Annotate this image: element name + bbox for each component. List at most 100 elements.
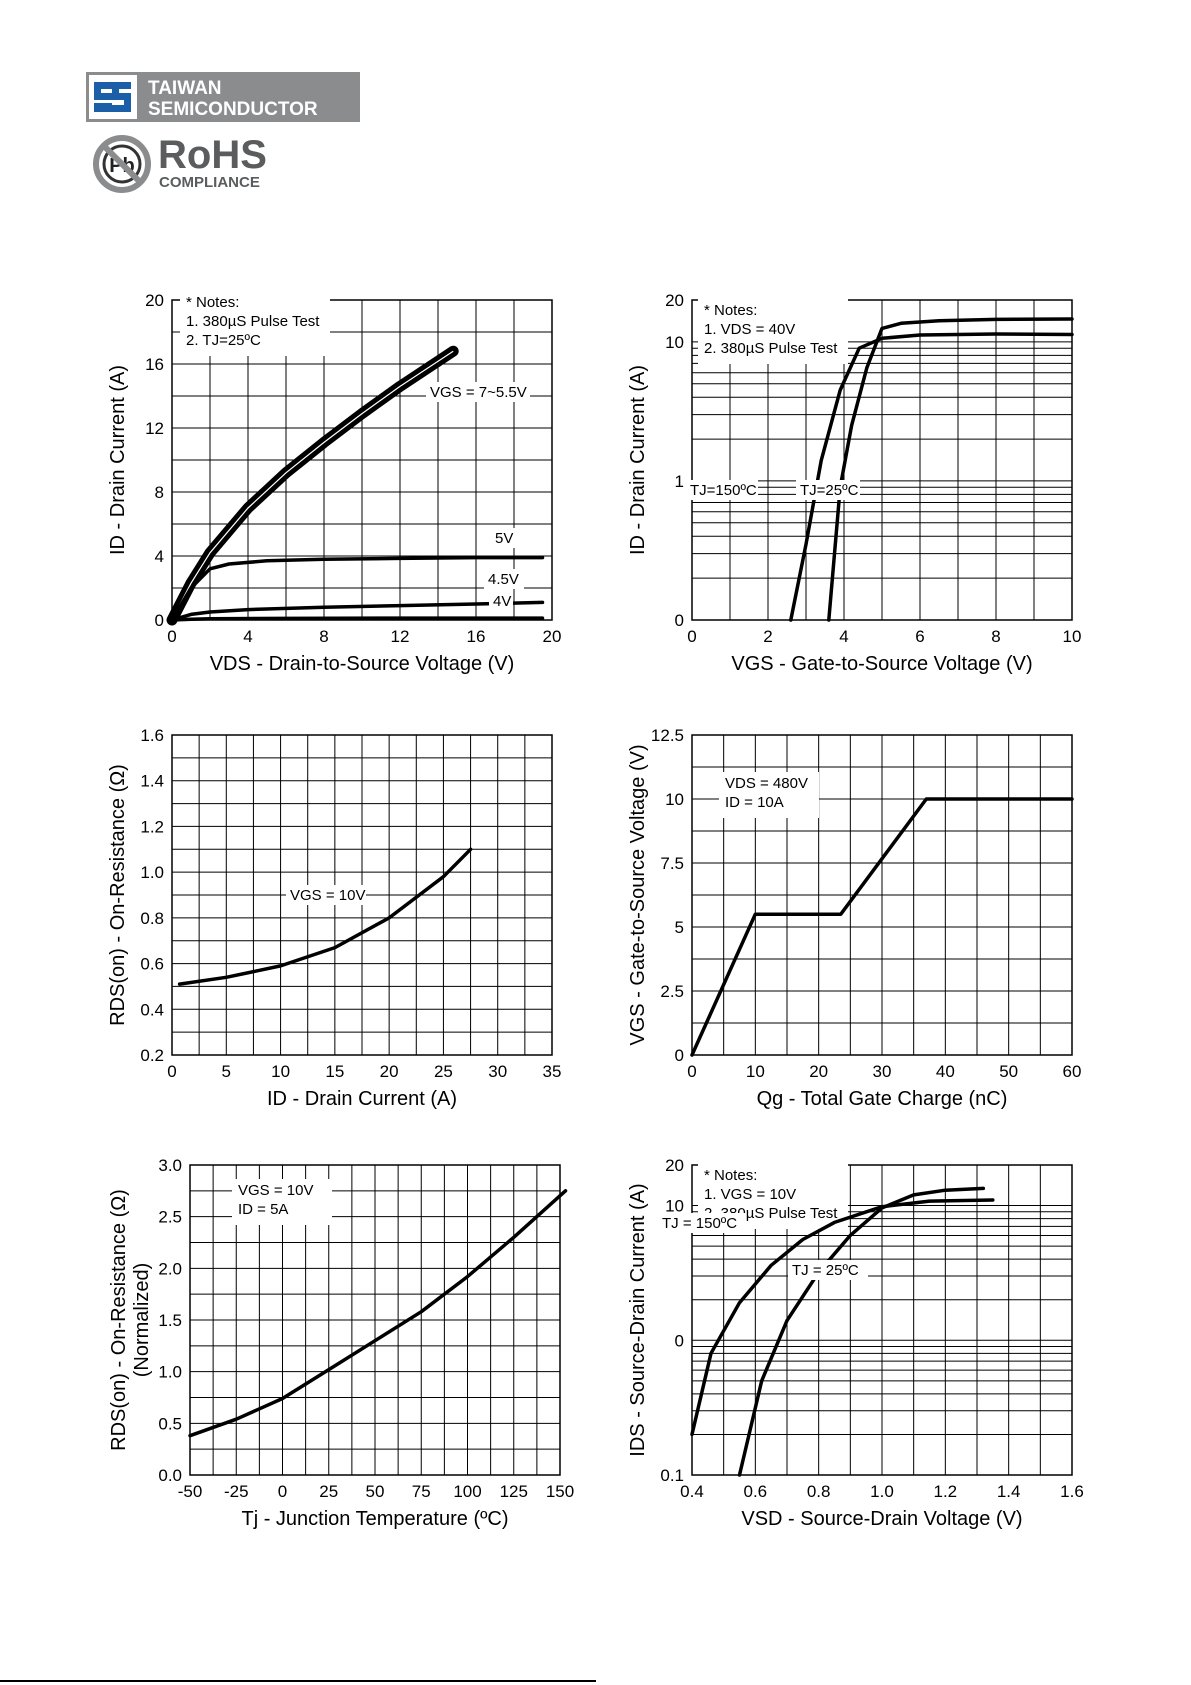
x-axis-label: VDS - Drain-to-Source Voltage (V) bbox=[210, 653, 515, 675]
x-tick-label: 1.2 bbox=[934, 1482, 958, 1501]
y-tick-label: 0.1 bbox=[660, 1466, 684, 1485]
note-text: ID = 10A bbox=[725, 794, 784, 811]
series-line: TJ=25ºC bbox=[796, 317, 1074, 622]
y-tick-label: 20 bbox=[145, 291, 164, 310]
x-tick-label: 125 bbox=[500, 1482, 528, 1501]
y-tick-label: 0.8 bbox=[140, 909, 164, 928]
x-tick-label: 2 bbox=[763, 627, 772, 646]
x-axis: 0 10 20 30 40 50 60 bbox=[687, 1062, 1081, 1081]
chart-source-drain-diode: 0.4 0.6 0.8 1.0 1.2 1.4 1.6 0.1 0 10 20 VSD - Sourc… bbox=[627, 1156, 1084, 1530]
series-label-bg bbox=[286, 885, 366, 905]
y-axis-label-2: (Normalized) bbox=[131, 1263, 153, 1377]
series-label: VGS = 10V bbox=[290, 887, 365, 904]
series-label: TJ = 25ºC bbox=[792, 1262, 859, 1279]
series-label: TJ=150ºC bbox=[690, 482, 757, 499]
series-label: 4.5V bbox=[488, 571, 519, 588]
chart-gate-charge: 0 10 20 30 40 50 60 0 2.5 5 7.5 10 12.5 Qg - Total Ga… bbox=[627, 726, 1081, 1110]
x-tick-label: 10 bbox=[1063, 627, 1082, 646]
chart-on-resistance-vs-current: 0 5 10 15 20 25 30 35 0.2 0.4 0.6 0.8 1.0 1.2 1.4 1.6 ID… bbox=[107, 726, 561, 1110]
y-tick-label: 0 bbox=[155, 611, 164, 630]
x-tick-label: 0.8 bbox=[807, 1482, 831, 1501]
series-line bbox=[188, 1189, 568, 1438]
plot-frame bbox=[171, 734, 553, 1056]
series-path bbox=[827, 317, 1074, 622]
series-line: 5V bbox=[170, 528, 545, 622]
x-axis-label: ID - Drain Current (A) bbox=[267, 1088, 457, 1110]
x-tick-label: 20 bbox=[809, 1062, 828, 1081]
x-tick-label: 1.4 bbox=[997, 1482, 1021, 1501]
x-tick-label: 4 bbox=[243, 627, 252, 646]
series-path bbox=[789, 332, 1074, 622]
y-tick-label: 20 bbox=[665, 291, 684, 310]
notes-box: * Notes: 1. 380µS Pulse Test 2. TJ=25ºC bbox=[180, 291, 330, 356]
series-label-bg bbox=[426, 382, 530, 402]
series-line bbox=[690, 797, 1074, 1057]
note-text: 1. 380µS Pulse Test bbox=[186, 313, 320, 330]
y-axis-label: ID - Drain Current (A) bbox=[627, 365, 649, 555]
y-tick-label: 1 bbox=[675, 472, 684, 491]
x-tick-label: 4 bbox=[839, 627, 848, 646]
x-tick-label: 40 bbox=[936, 1062, 955, 1081]
rohs-badge: Pb RoHS COMPLIANCE bbox=[93, 133, 267, 193]
x-tick-label: 100 bbox=[453, 1482, 481, 1501]
series-label-bg bbox=[788, 1260, 868, 1280]
series-path bbox=[690, 1198, 995, 1437]
plot-frame bbox=[691, 734, 1073, 1056]
y-tick-label: 0 bbox=[675, 611, 684, 630]
y-axis: 0 1 10 20 bbox=[665, 291, 684, 630]
series-path bbox=[737, 1186, 986, 1477]
note-text: 2. TJ=25ºC bbox=[186, 332, 261, 349]
y-tick-label: 1.2 bbox=[140, 817, 164, 836]
x-tick-label: 30 bbox=[873, 1062, 892, 1081]
y-tick-label: 16 bbox=[145, 355, 164, 374]
x-tick-label: 1.0 bbox=[870, 1482, 894, 1501]
y-tick-label: 1.0 bbox=[140, 863, 164, 882]
y-tick-label: 0.5 bbox=[158, 1414, 182, 1433]
series-label: 4V bbox=[493, 593, 511, 610]
note-text: * Notes: bbox=[704, 302, 757, 319]
x-axis: 0 4 8 12 16 20 bbox=[167, 627, 561, 646]
x-tick-label: 0 bbox=[687, 627, 696, 646]
series-line: TJ = 25ºC bbox=[737, 1186, 986, 1477]
y-tick-label: 4 bbox=[155, 547, 164, 566]
rohs-title: RoHS bbox=[158, 133, 267, 177]
x-tick-label: 0 bbox=[278, 1482, 287, 1501]
note-text: 1. VDS = 40V bbox=[704, 321, 795, 338]
y-tick-label: 0 bbox=[675, 1331, 684, 1350]
x-tick-label: -50 bbox=[178, 1482, 203, 1501]
x-tick-label: 50 bbox=[366, 1482, 385, 1501]
series-path bbox=[170, 555, 545, 622]
taiwan-semiconductor-logo: TAIWAN SEMICONDUCTOR bbox=[86, 72, 360, 122]
brand-line-2: SEMICONDUCTOR bbox=[148, 99, 318, 120]
y-tick-label: 12.5 bbox=[651, 726, 684, 745]
y-tick-label: 0 bbox=[675, 1046, 684, 1065]
y-axis: 0 4 8 12 16 20 bbox=[145, 291, 164, 630]
no-lead-icon: Pb bbox=[93, 135, 151, 193]
series-label-bg bbox=[796, 480, 860, 500]
series-path bbox=[177, 847, 473, 986]
y-tick-label: 1.0 bbox=[158, 1363, 182, 1382]
x-tick-label: 0 bbox=[167, 1062, 176, 1081]
series-label-bg bbox=[658, 1213, 746, 1233]
series-path bbox=[690, 797, 1074, 1057]
series-label-bg bbox=[489, 591, 513, 611]
series-label-bg bbox=[491, 528, 515, 548]
note-text: VDS = 480V bbox=[725, 775, 808, 792]
y-axis-label: IDS - Source-Drain Current (A) bbox=[627, 1183, 649, 1456]
note-text: 2. 380µS Pulse Test bbox=[704, 340, 838, 357]
x-tick-label: 60 bbox=[1063, 1062, 1082, 1081]
series-line: VGS = 10V bbox=[177, 847, 473, 986]
x-tick-label: 0.4 bbox=[680, 1482, 704, 1501]
series-label: 5V bbox=[495, 530, 513, 547]
x-axis-label: Qg - Total Gate Charge (nC) bbox=[757, 1088, 1008, 1110]
series-label: TJ = 150ºC bbox=[662, 1215, 737, 1232]
y-tick-label: 2.5 bbox=[660, 982, 684, 1001]
series-line: 4.5V bbox=[170, 569, 545, 622]
y-tick-label: 0.4 bbox=[140, 1000, 164, 1019]
series-label: TJ=25ºC bbox=[800, 482, 859, 499]
x-tick-label: 25 bbox=[319, 1482, 338, 1501]
x-tick-label: 0 bbox=[167, 627, 176, 646]
note-text: ID = 5A bbox=[238, 1201, 288, 1218]
series-line: 4V bbox=[170, 591, 545, 622]
series-path bbox=[188, 1189, 568, 1438]
